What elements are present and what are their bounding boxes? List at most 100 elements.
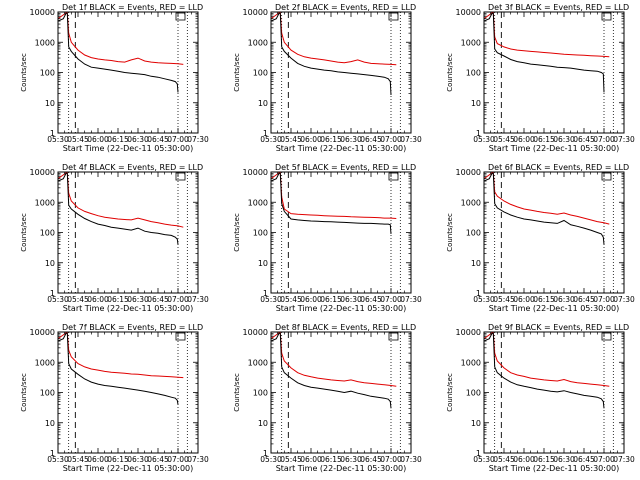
y-axis-label: Counts/sec bbox=[20, 53, 28, 92]
panel-title: Det 2f BLACK = Events, RED = LLD bbox=[275, 3, 416, 12]
panel-title: Det 8f BLACK = Events, RED = LLD bbox=[275, 323, 416, 332]
y-tick-label: 100 bbox=[40, 69, 55, 78]
y-tick-label: 1 bbox=[476, 449, 481, 458]
y-tick-label: 1000 bbox=[35, 198, 55, 207]
x-tick-label: 06:15 bbox=[320, 135, 342, 144]
panel-det-7: Det 7f BLACK = Events, RED = LLD 1 10 100 10… bbox=[20, 323, 209, 473]
x-axis-label: Start Time (22-Dec-11 05:30:00) bbox=[63, 144, 194, 153]
y-axis-label: Counts/sec bbox=[446, 53, 454, 92]
y-tick-label: 10000 bbox=[243, 168, 268, 177]
panel-title: Det 1f BLACK = Events, RED = LLD bbox=[62, 3, 203, 12]
x-axis-label: Start Time (22-Dec-11 05:30:00) bbox=[489, 304, 620, 313]
x-tick-label: 07:30 bbox=[400, 295, 422, 304]
series-lld bbox=[57, 12, 184, 65]
x-tick-label: 06:45 bbox=[360, 135, 382, 144]
y-tick-label: 10000 bbox=[243, 328, 268, 337]
x-tick-label: 07:30 bbox=[187, 135, 209, 144]
y-tick-label: 10 bbox=[471, 419, 481, 428]
x-tick-label: 06:30 bbox=[127, 455, 149, 464]
legend-box bbox=[388, 332, 399, 341]
x-tick-label: 06:30 bbox=[340, 295, 362, 304]
panel-det-5: Det 5f BLACK = Events, RED = LLD 1 10 100 10… bbox=[233, 163, 422, 313]
y-tick-label: 1000 bbox=[461, 358, 481, 367]
plot-frame bbox=[57, 331, 199, 454]
series-lld bbox=[483, 172, 610, 225]
x-tick-label: 07:30 bbox=[400, 135, 422, 144]
series-lld bbox=[57, 332, 184, 379]
y-tick-label: 1 bbox=[50, 289, 55, 298]
legend-box bbox=[175, 172, 186, 181]
x-tick-label: 05:30 bbox=[260, 455, 282, 464]
y-axis-label: Counts/sec bbox=[20, 373, 28, 412]
x-tick-label: 06:00 bbox=[87, 455, 109, 464]
legend-box bbox=[601, 332, 612, 341]
y-tick-label: 1000 bbox=[248, 358, 268, 367]
y-axis-label: Counts/sec bbox=[233, 53, 241, 92]
y-tick-label: 10 bbox=[45, 99, 55, 108]
x-tick-label: 06:30 bbox=[553, 455, 575, 464]
y-tick-label: 1 bbox=[263, 289, 268, 298]
y-tick-label: 10000 bbox=[456, 8, 481, 17]
x-tick-label: 06:00 bbox=[87, 295, 109, 304]
plot-frame bbox=[270, 331, 412, 454]
y-tick-label: 10000 bbox=[456, 168, 481, 177]
plot-frame bbox=[270, 171, 412, 294]
x-tick-label: 06:00 bbox=[513, 135, 535, 144]
plot-frame bbox=[483, 331, 625, 454]
x-tick-label: 05:30 bbox=[260, 295, 282, 304]
x-tick-label: 05:30 bbox=[473, 455, 495, 464]
series-events bbox=[57, 172, 179, 245]
y-tick-label: 100 bbox=[253, 69, 268, 78]
x-tick-label: 06:15 bbox=[107, 455, 129, 464]
legend-box bbox=[175, 332, 186, 341]
y-tick-label: 100 bbox=[466, 69, 481, 78]
y-tick-label: 1 bbox=[263, 449, 268, 458]
y-tick-label: 100 bbox=[40, 229, 55, 238]
x-tick-label: 06:15 bbox=[320, 295, 342, 304]
panel-title: Det 3f BLACK = Events, RED = LLD bbox=[488, 3, 629, 12]
panel-title: Det 7f BLACK = Events, RED = LLD bbox=[62, 323, 203, 332]
x-tick-label: 06:30 bbox=[553, 295, 575, 304]
y-axis-label: Counts/sec bbox=[446, 213, 454, 252]
y-tick-label: 1 bbox=[50, 129, 55, 138]
y-tick-label: 10000 bbox=[243, 8, 268, 17]
x-tick-label: 06:30 bbox=[127, 295, 149, 304]
x-tick-label: 07:00 bbox=[593, 295, 615, 304]
series-events bbox=[270, 172, 392, 234]
x-tick-label: 06:45 bbox=[573, 455, 595, 464]
x-tick-label: 06:30 bbox=[553, 135, 575, 144]
series-events bbox=[270, 332, 392, 409]
y-axis-label: Counts/sec bbox=[233, 213, 241, 252]
x-tick-label: 07:30 bbox=[613, 455, 635, 464]
x-tick-label: 06:45 bbox=[147, 455, 169, 464]
x-axis-label: Start Time (22-Dec-11 05:30:00) bbox=[276, 304, 407, 313]
x-tick-label: 05:30 bbox=[473, 135, 495, 144]
x-tick-label: 05:45 bbox=[280, 135, 302, 144]
x-tick-label: 06:00 bbox=[300, 455, 322, 464]
series-lld bbox=[483, 332, 610, 387]
y-axis-label: Counts/sec bbox=[233, 373, 241, 412]
x-tick-label: 05:30 bbox=[47, 455, 69, 464]
panel-det-9: Det 9f BLACK = Events, RED = LLD 1 10 100 10… bbox=[446, 323, 635, 473]
y-tick-label: 1000 bbox=[35, 38, 55, 47]
x-tick-label: 06:45 bbox=[360, 295, 382, 304]
x-tick-label: 06:15 bbox=[107, 135, 129, 144]
panel-title: Det 5f BLACK = Events, RED = LLD bbox=[275, 163, 416, 172]
y-tick-label: 100 bbox=[40, 389, 55, 398]
x-tick-label: 05:30 bbox=[47, 135, 69, 144]
plot-frame bbox=[483, 171, 625, 294]
panel-title: Det 4f BLACK = Events, RED = LLD bbox=[62, 163, 203, 172]
y-tick-label: 10 bbox=[471, 99, 481, 108]
panel-det-4: Det 4f BLACK = Events, RED = LLD 1 10 100 10… bbox=[20, 163, 209, 313]
x-tick-label: 06:15 bbox=[533, 135, 555, 144]
y-tick-label: 1000 bbox=[248, 38, 268, 47]
y-tick-label: 1000 bbox=[461, 198, 481, 207]
x-tick-label: 06:00 bbox=[300, 135, 322, 144]
series-events bbox=[270, 12, 392, 96]
legend-box bbox=[388, 172, 399, 181]
panel-title: Det 6f BLACK = Events, RED = LLD bbox=[488, 163, 629, 172]
x-tick-label: 06:00 bbox=[87, 135, 109, 144]
y-tick-label: 1 bbox=[263, 129, 268, 138]
x-tick-label: 06:00 bbox=[513, 295, 535, 304]
